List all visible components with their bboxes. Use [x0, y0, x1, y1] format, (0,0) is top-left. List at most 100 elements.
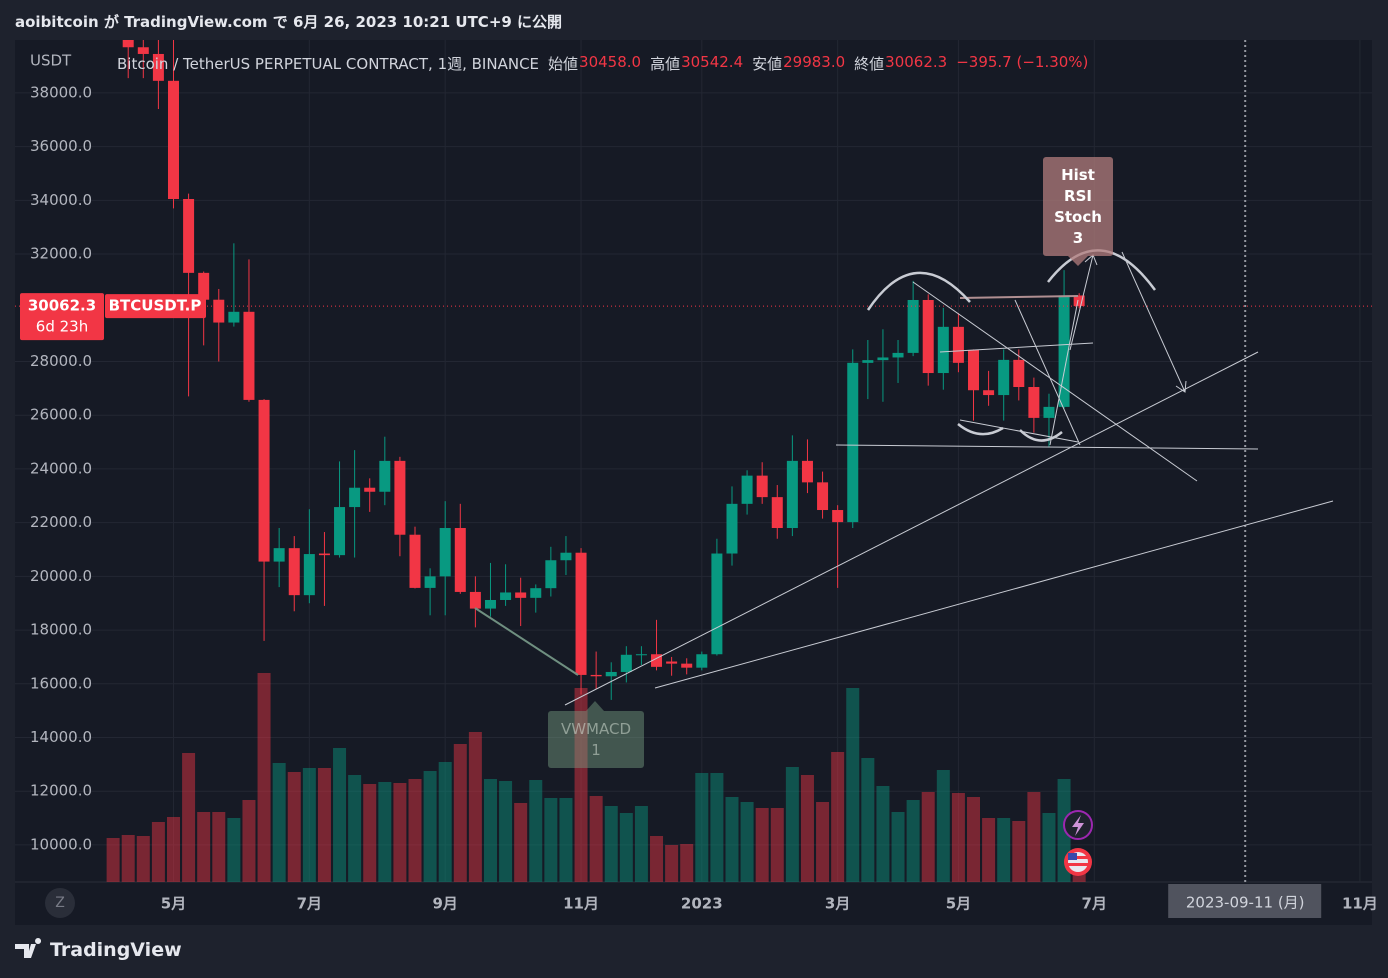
zoom-label: Z: [55, 895, 65, 911]
x-tick-label: 7月: [1082, 895, 1107, 913]
candle-body: [198, 272, 210, 300]
ohlc-value: 30062.3: [885, 53, 948, 71]
countdown-label: 6d 23h: [36, 318, 88, 336]
candle-body: [1058, 295, 1070, 407]
volume-bar: [997, 818, 1011, 882]
annotation-line: 3: [1072, 228, 1084, 247]
arc: [957, 423, 1004, 436]
flag-canton: [1068, 853, 1077, 860]
candle-body: [575, 552, 587, 675]
x-tick-label: 2023: [681, 895, 723, 913]
candle-body: [832, 510, 844, 523]
y-tick-label: 34000.0: [30, 191, 92, 209]
volume-bar: [695, 773, 709, 882]
candle-body: [847, 362, 859, 523]
ohlc: 終値 30062.3: [854, 53, 947, 74]
candle-body: [273, 548, 285, 562]
drawings: [474, 249, 1334, 711]
candle-body: [817, 482, 829, 511]
volume-bar: [121, 835, 135, 882]
symbol-title: Bitcoin / TetherUS PERPETUAL CONTRACT, 1…: [117, 55, 540, 73]
ohlc-value: 30458.0: [579, 53, 642, 71]
volume-bar: [499, 781, 513, 882]
volume-bar: [227, 818, 241, 882]
flag-stripe: [1068, 856, 1088, 859]
candle-body: [741, 475, 753, 504]
volume-bar: [378, 782, 392, 882]
candle-body: [213, 299, 225, 323]
volume-bar: [710, 773, 724, 882]
y-tick-label: 14000.0: [30, 728, 92, 746]
ohlc: 始値 30458.0: [548, 53, 641, 74]
y-tick-label: 22000.0: [30, 513, 92, 531]
candle-body: [998, 359, 1010, 396]
volume-bar: [982, 818, 996, 882]
symbol-box: [105, 294, 206, 319]
trend-line: [939, 342, 1094, 353]
lightning-icon: [1072, 815, 1084, 836]
candle-body: [394, 460, 406, 535]
volume-bar: [438, 762, 452, 882]
candle-body: [152, 53, 164, 81]
volume-bar: [665, 845, 679, 882]
candle-body: [756, 475, 768, 498]
candle-body: [696, 654, 708, 668]
last-price-label: 30062.3: [28, 297, 96, 315]
volume-bar: [831, 752, 845, 882]
x-tick-label: 5月: [946, 895, 971, 913]
volume-bar: [182, 753, 196, 882]
plot: [15, 40, 1372, 882]
ohlc-label: 終値: [854, 55, 885, 73]
trend-line: [959, 419, 1079, 443]
candle-body: [303, 554, 315, 596]
volume-bar: [529, 780, 543, 882]
change: −395.7 (−1.30%): [956, 53, 1089, 71]
header-title: aoibitcoin が TradingView.com で 6月 26, 20…: [15, 13, 563, 31]
volume-bar: [816, 802, 830, 882]
candle-body: [258, 399, 270, 562]
volume-bar: [151, 822, 165, 882]
volume-bar: [967, 797, 981, 882]
labels: 10000.0 12000.0 14000.0 16000.0 18000.0 20000…: [20, 52, 1378, 918]
volume-bar: [468, 732, 482, 882]
volume-bar: [287, 772, 301, 882]
annotation-line: Stoch: [1054, 207, 1102, 226]
volume-bar: [423, 771, 437, 882]
trend-line: [564, 351, 1259, 706]
candle-body: [666, 661, 678, 664]
candle-body: [620, 654, 632, 672]
trend-line: [474, 607, 579, 676]
volume-bar: [242, 800, 256, 882]
volume-bar: [755, 808, 769, 882]
x-tick-label: 3月: [825, 895, 850, 913]
candle-body: [711, 553, 723, 655]
footer-brand: TradingView: [50, 939, 182, 961]
candle-body: [605, 671, 617, 677]
candle-body: [424, 576, 436, 588]
arrow: [1049, 299, 1079, 446]
volume-bar: [936, 770, 950, 882]
ohlc-value: 29983.0: [783, 53, 846, 71]
candle-body: [243, 311, 255, 400]
volume-bar: [785, 767, 799, 882]
note-pointer: [1068, 256, 1088, 266]
volume-bar: [1027, 792, 1041, 882]
x-tick-label: 5月: [161, 895, 186, 913]
y-tick-label: 26000.0: [30, 406, 92, 424]
volume-bar: [680, 844, 694, 882]
y-tick-label: 32000.0: [30, 245, 92, 263]
volume-bar: [921, 792, 935, 882]
ohlc-label: 始値: [548, 55, 579, 73]
candle-body: [122, 40, 134, 48]
volume-bar: [770, 808, 784, 882]
y-tick-label: 36000.0: [30, 137, 92, 155]
trend-line: [835, 444, 1259, 450]
candle-body: [1013, 359, 1025, 388]
zoom-button[interactable]: [45, 888, 75, 918]
y-tick-label: 28000.0: [30, 352, 92, 370]
y-tick-label: 38000.0: [30, 83, 92, 101]
volume-bar: [348, 775, 362, 882]
candle-body: [862, 360, 874, 363]
